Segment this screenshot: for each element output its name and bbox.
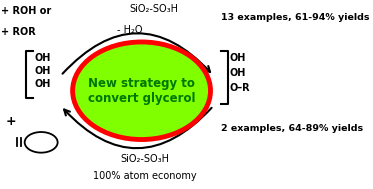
Text: O–R: O–R [229,83,250,93]
Text: SiO₂-SO₃H: SiO₂-SO₃H [129,5,178,14]
Text: 13 examples, 61-94% yields: 13 examples, 61-94% yields [221,13,370,22]
Text: OH: OH [229,53,246,63]
Text: 2 examples, 64-89% yields: 2 examples, 64-89% yields [221,124,363,132]
Text: + ROR: + ROR [1,27,35,37]
Text: SiO₂-SO₃H: SiO₂-SO₃H [120,154,169,164]
Text: + ROH or: + ROH or [1,6,51,16]
Text: OH: OH [35,79,51,89]
Text: OH: OH [35,66,51,76]
Text: New strategy to
convert glycerol: New strategy to convert glycerol [88,77,195,105]
Text: OH: OH [229,68,246,78]
Text: OH: OH [35,53,51,63]
Text: - H₂O: - H₂O [117,25,142,35]
Text: +: + [5,115,16,128]
Ellipse shape [73,42,210,139]
Text: 100% atom economy: 100% atom economy [93,171,196,181]
